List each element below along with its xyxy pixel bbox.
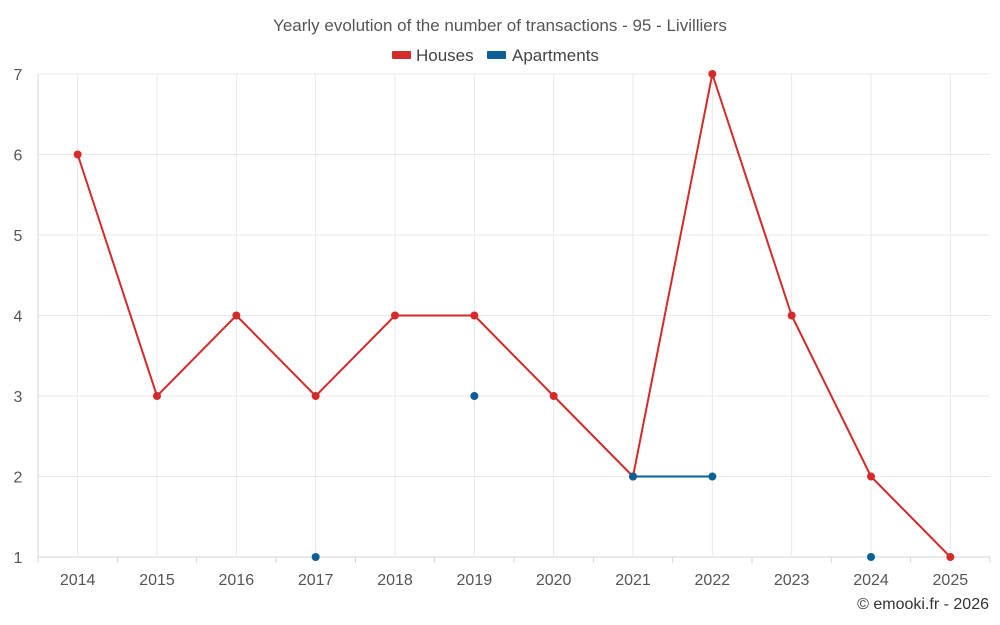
data-point-houses-2017[interactable] <box>311 392 320 400</box>
data-point-apartments-2017[interactable] <box>311 553 320 561</box>
series-line-houses <box>76 73 952 558</box>
data-point-houses-2024[interactable] <box>867 472 875 481</box>
data-point-houses-2018[interactable] <box>391 311 399 320</box>
x-axis-ticks: 2014 2015 2016 2017 2018 2019 2020 2021 2022 2023… <box>37 557 991 589</box>
data-point-apartments-2021[interactable] <box>629 472 637 481</box>
x-tick-label: 2016 <box>219 572 255 589</box>
data-point-houses-2014[interactable] <box>73 150 82 159</box>
legend-item-houses[interactable]: Houses <box>392 46 474 65</box>
legend-swatch-apartments <box>487 51 506 59</box>
y-tick-label: 5 <box>14 228 23 245</box>
x-tick-label: 2015 <box>139 572 175 589</box>
legend-item-apartments[interactable]: Apartments <box>487 46 599 65</box>
x-tick-label: 2024 <box>853 572 889 589</box>
legend-swatch-houses <box>392 51 411 59</box>
x-tick-label: 2018 <box>377 572 413 589</box>
chart-title: Yearly evolution of the number of transa… <box>273 16 727 35</box>
grid <box>37 73 990 558</box>
data-point-houses-2020[interactable] <box>549 392 558 400</box>
y-tick-label: 6 <box>14 148 23 165</box>
y-tick-label: 7 <box>14 67 23 84</box>
data-point-houses-2023[interactable] <box>787 311 796 320</box>
x-tick-label: 2017 <box>298 572 334 589</box>
y-tick-label: 4 <box>14 309 23 326</box>
x-tick-label: 2019 <box>457 572 493 589</box>
data-point-apartments-2019[interactable] <box>470 392 479 400</box>
series-apartments <box>311 392 875 561</box>
x-tick-label: 2022 <box>695 572 731 589</box>
data-point-apartments-2022[interactable] <box>708 472 717 481</box>
x-tick-label: 2021 <box>615 572 651 589</box>
x-tick-label: 2020 <box>536 572 572 589</box>
data-point-apartments-2024[interactable] <box>867 553 875 561</box>
data-point-houses-2015[interactable] <box>153 392 161 400</box>
legend: Houses Apartments <box>392 46 599 65</box>
x-tick-label: 2014 <box>60 572 96 589</box>
x-tick-label: 2023 <box>774 572 810 589</box>
data-point-houses-2016[interactable] <box>232 311 241 320</box>
y-tick-label: 1 <box>14 550 23 567</box>
x-tick-label: 2025 <box>933 572 969 589</box>
data-point-houses-2025[interactable] <box>946 553 955 561</box>
y-axis-ticks: 1 2 3 4 5 6 7 <box>14 67 23 567</box>
legend-label-houses: Houses <box>416 46 474 65</box>
series-layer <box>73 70 955 561</box>
legend-label-apartments: Apartments <box>512 46 599 65</box>
data-point-houses-2019[interactable] <box>470 311 479 320</box>
data-point-houses-2022[interactable] <box>708 70 717 78</box>
credit: © emooki.fr - 2026 <box>857 596 989 613</box>
y-tick-label: 3 <box>14 389 23 406</box>
y-tick-label: 2 <box>14 470 23 487</box>
